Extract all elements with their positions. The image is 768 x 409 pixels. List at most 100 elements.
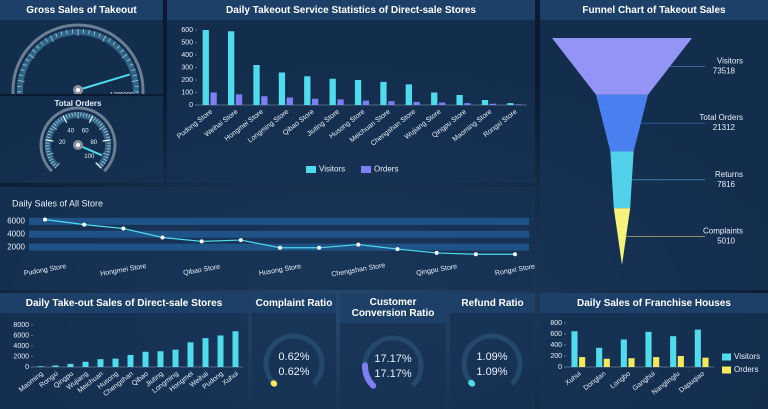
gauge-tick-label: 60 [82,128,89,134]
y-tick-label: 0 [189,102,193,109]
panel-title-box: Daily Takeout Service Statistics of Dire… [226,4,476,16]
bar [312,98,319,105]
gauge-minor-tick [108,38,111,43]
panel-title-box: Daily Take-out Sales of Direct-sale Stor… [26,298,223,309]
gauge-minor-tick [106,148,111,150]
panel [0,187,535,290]
gauge-minor-tick [20,69,25,72]
bar [694,329,701,367]
panel-title-box: Refund Ratio [461,298,523,309]
y-tick-label: 4000 [13,343,29,350]
bar [337,99,344,105]
gauge-minor-tick [104,130,109,133]
y-tick-label: 800 [550,320,562,327]
gauge-minor-tick [112,41,116,46]
bar [413,101,420,105]
panel-title: Gross Sales of Takeout [26,4,137,16]
funnel-label: Total Orders [699,113,743,122]
legend-swatch [722,353,731,361]
gauge-minor-tick [102,35,107,43]
gauge-tick-label: 80 [90,140,97,146]
line-point [317,245,322,250]
bar [481,100,489,105]
y-tick-label: 600 [550,331,562,338]
y-tick-label: 500 [181,39,193,46]
bar [677,356,684,367]
ring-value-repeat: 0.62% [278,366,309,378]
ring-progress [468,379,476,387]
gauge-minor-tick [54,163,60,169]
funnel-label: Returns [715,170,743,179]
bar [329,78,336,105]
line-point [121,226,126,231]
bar [97,359,104,367]
gauge-hub-center [76,88,80,92]
bar [579,357,586,367]
bar [210,92,217,105]
y-tick-label: 400 [181,52,193,59]
panel-title: Daily Sales of All Store [12,198,103,208]
line-point [43,217,47,222]
bar [172,349,179,367]
panel-header [0,293,248,313]
bar [286,97,293,105]
panel [167,0,535,183]
panel [0,96,163,183]
gauge-minor-tick [52,163,56,167]
bar [456,95,463,105]
bar [67,363,74,367]
gauge-minor-tick [97,120,101,125]
bar [52,365,59,367]
gauge-minor-tick [85,113,88,118]
gauge-minor-tick [47,130,52,133]
gauge-minor-tick [120,49,124,53]
gauge-minor-tick [53,122,57,127]
legend-label: Orders [734,365,758,374]
gauge-minor-tick [103,158,108,162]
funnel-segment [610,151,634,209]
funnel-label: Complaints [703,227,743,236]
gauge-minor-tick [88,30,90,35]
line-point [199,239,204,244]
gauge-tick-label: 40 [67,128,74,134]
gauge-minor-tick [28,53,35,59]
gauge-minor-tick [102,152,110,156]
gauge-minor-tick [46,133,51,136]
gauge-minor-tick [133,74,138,77]
funnel-segment [552,38,692,95]
gauge-needle [77,73,131,91]
bar [438,102,446,105]
bar [507,103,514,105]
panel-title: Customer Conversion Ratio [351,297,435,319]
gauge-minor-tick [131,69,136,72]
gauge-rim [11,23,145,94]
gauge-hub-center [76,143,80,147]
panel-title: Daily Takeout Service Statistics of Dire… [226,4,476,16]
gauge-tick [45,139,54,142]
gauge: 12000001400000 [11,23,145,99]
gauge-minor-tick [60,116,63,121]
gauge-minor-tick [57,118,61,123]
gauge-minor-tick [66,30,68,35]
legend-label: Visitors [734,352,760,361]
gauge-tick [95,162,102,169]
line-point [238,238,243,243]
bar [380,81,387,105]
panel-header [450,293,535,313]
y-tick-label: 6000 [13,332,29,339]
panel-title-box: Funnel Chart of Takeout Sales [582,5,725,16]
line-point [160,235,165,240]
gauge-tick-label: 1200000 [110,93,134,99]
gauge-minor-tick [46,152,54,156]
panel-header [540,293,768,313]
gauge-tick-label: 100 [84,154,95,160]
funnel-value: 5010 [717,237,735,246]
panel-header [540,0,768,20]
gauge-minor-tick [51,125,58,131]
gauge-minor-tick [45,150,50,153]
panel-title: Complaint Ratio [255,297,333,309]
ring-value: 0.62% [278,351,309,363]
bar [645,331,652,367]
bar [37,366,44,367]
